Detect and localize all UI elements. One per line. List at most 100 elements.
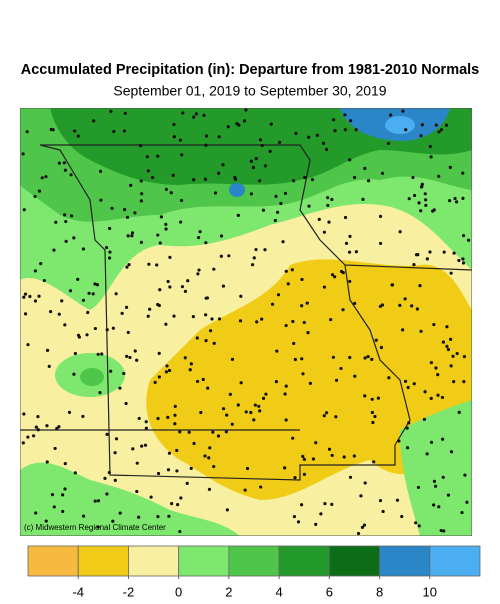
station-dot [451, 354, 455, 358]
station-dot [164, 187, 168, 192]
station-dot [76, 277, 80, 281]
station-dot [207, 456, 211, 460]
station-dot [379, 241, 383, 246]
station-dot [449, 337, 453, 341]
station-dot [452, 251, 456, 255]
station-dot [249, 192, 254, 196]
station-dot [424, 198, 428, 202]
station-dot [221, 407, 226, 411]
station-dot [461, 257, 465, 261]
station-dot [147, 262, 151, 266]
colorbar-tick-label: -4 [72, 584, 84, 599]
station-dot [449, 450, 454, 454]
station-dot [418, 284, 422, 288]
station-dot [344, 241, 349, 245]
station-dot [323, 502, 327, 506]
station-dot [260, 143, 264, 148]
station-dot [124, 401, 128, 406]
station-dot [196, 235, 201, 240]
station-dot [201, 377, 205, 382]
station-dot [120, 311, 124, 315]
station-dot [105, 432, 109, 436]
station-dot [259, 485, 263, 489]
station-dot [172, 122, 176, 127]
station-dot [236, 213, 240, 218]
station-dot [123, 207, 127, 212]
station-dot [300, 304, 304, 308]
station-dot [423, 390, 427, 394]
station-dot [192, 178, 196, 182]
station-dot [157, 351, 161, 355]
station-dot [263, 248, 267, 252]
station-dot [197, 268, 201, 272]
station-dot [211, 430, 215, 434]
station-dot [23, 312, 28, 316]
station-dot [44, 175, 48, 179]
station-dot [251, 165, 256, 170]
station-dot [173, 413, 177, 417]
station-dot [61, 509, 65, 514]
station-dot [140, 192, 144, 196]
station-dot [366, 179, 371, 183]
station-dot [423, 192, 427, 196]
region-spot [229, 183, 245, 197]
station-dot [429, 440, 434, 444]
station-dot [199, 410, 203, 415]
station-dot [143, 443, 148, 447]
station-dot [322, 230, 326, 234]
station-dot [380, 303, 385, 307]
credit: (c) Midwestern Regional Climate Center [24, 523, 166, 532]
station-dot [130, 234, 134, 238]
station-dot [307, 204, 311, 208]
station-dot [207, 487, 212, 492]
station-dot [72, 372, 76, 376]
station-dot [49, 309, 53, 314]
station-dot [359, 494, 363, 498]
station-dot [290, 268, 294, 272]
station-dot [436, 393, 440, 397]
station-dot [303, 175, 307, 180]
station-dot [189, 466, 193, 470]
station-dot [327, 220, 331, 224]
station-dot [145, 155, 149, 159]
station-dot [195, 379, 200, 384]
station-dot [380, 171, 385, 175]
station-dot [236, 403, 240, 407]
station-dot [276, 210, 280, 214]
station-dot [198, 229, 202, 234]
station-dot [352, 454, 356, 458]
station-dot [76, 134, 80, 138]
station-dot [103, 476, 107, 480]
station-dot [98, 391, 102, 395]
station-dot [332, 118, 336, 122]
station-dot [434, 366, 438, 370]
station-dot [205, 296, 210, 300]
station-dot [34, 425, 38, 429]
station-dot [45, 424, 49, 428]
colorbar-box [178, 545, 230, 577]
station-dot [148, 307, 152, 311]
station-dot [37, 189, 42, 193]
colorbar-box [228, 545, 280, 577]
station-dot [419, 134, 423, 138]
station-dot [269, 122, 273, 126]
region-wet-sw [20, 462, 240, 536]
station-dot [348, 279, 352, 284]
station-dot [133, 211, 137, 215]
station-dot [63, 487, 67, 491]
station-dot [204, 134, 209, 138]
station-dot [339, 366, 343, 371]
station-dot [291, 436, 295, 440]
station-dot [374, 338, 378, 342]
station-dot [62, 161, 66, 165]
station-dot [128, 355, 132, 360]
station-dot [26, 435, 30, 439]
station-dot [172, 314, 176, 318]
station-dot [81, 298, 86, 302]
station-dot [376, 396, 381, 400]
station-dot [302, 472, 307, 476]
station-dot [230, 357, 235, 361]
station-dot [181, 111, 185, 115]
station-dot [327, 447, 332, 451]
station-dot [139, 179, 143, 183]
